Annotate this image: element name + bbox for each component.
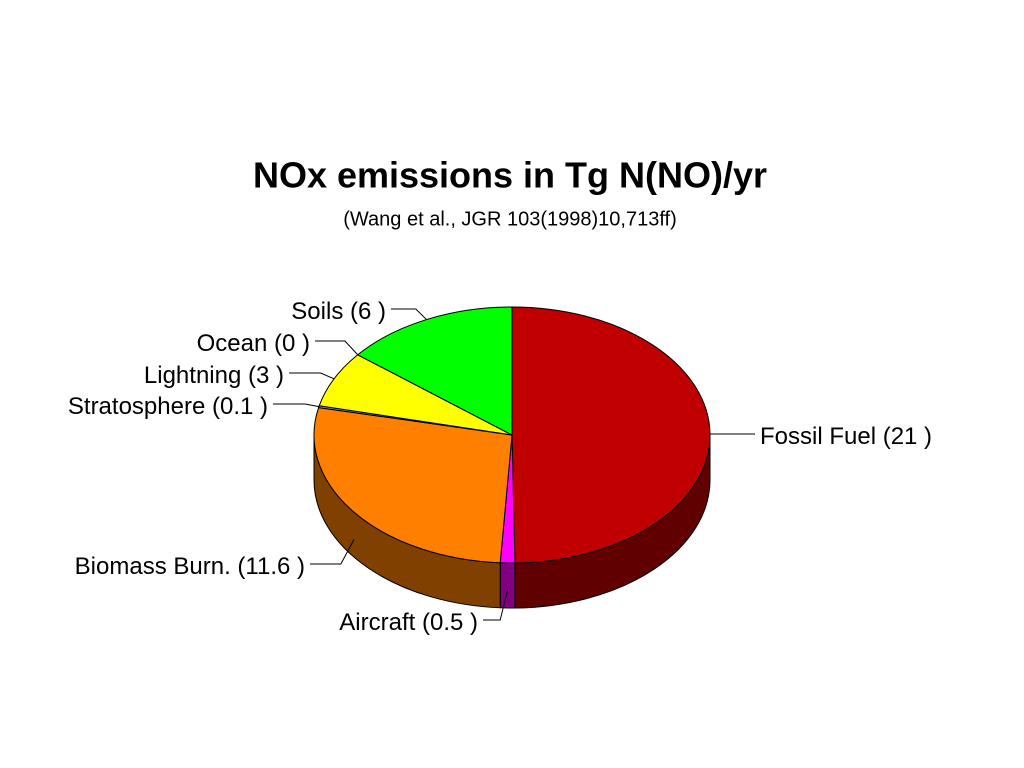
slice-label: Biomass Burn. (11.6 ) xyxy=(75,553,305,580)
chart-title: NOx emissions in Tg N(NO)/yr xyxy=(253,155,767,196)
value-label: (21 ) xyxy=(883,423,932,450)
category-label: Aircraft xyxy=(339,609,415,636)
leader-line xyxy=(310,538,355,565)
value-label: (0.5 ) xyxy=(422,609,478,636)
slice-label: Ocean (0 ) xyxy=(197,330,310,357)
category-label: Biomass Burn. xyxy=(75,553,231,580)
chart-subtitle: (Wang et al., JGR 103(1998)10,713ff) xyxy=(343,208,677,230)
value-label: (6 ) xyxy=(350,298,386,325)
value-label: (3 ) xyxy=(248,362,284,389)
slice-label: Fossil Fuel (21 ) xyxy=(760,423,932,450)
leader-line xyxy=(315,340,359,356)
category-label: Soils xyxy=(291,298,343,325)
value-label: (0.1 ) xyxy=(212,393,268,420)
slice-label: Stratosphere (0.1 ) xyxy=(68,393,268,420)
category-label: Lightning xyxy=(144,362,241,389)
value-label: (0 ) xyxy=(274,330,310,357)
value-label: (11.6 ) xyxy=(237,553,305,580)
category-label: Ocean xyxy=(197,330,268,357)
slice-side xyxy=(499,562,516,609)
slice xyxy=(511,306,711,564)
slice-label: Aircraft (0.5 ) xyxy=(339,609,478,636)
category-label: Stratosphere xyxy=(68,393,205,420)
category-label: Fossil Fuel xyxy=(760,423,876,450)
slice-label: Soils (6 ) xyxy=(291,298,386,325)
leader-line xyxy=(289,372,335,380)
leader-line xyxy=(483,589,509,621)
slice-label: Lightning (3 ) xyxy=(144,362,284,389)
leader-line xyxy=(391,308,427,320)
slice xyxy=(313,407,513,564)
leader-line xyxy=(273,403,320,408)
slice xyxy=(356,306,513,436)
